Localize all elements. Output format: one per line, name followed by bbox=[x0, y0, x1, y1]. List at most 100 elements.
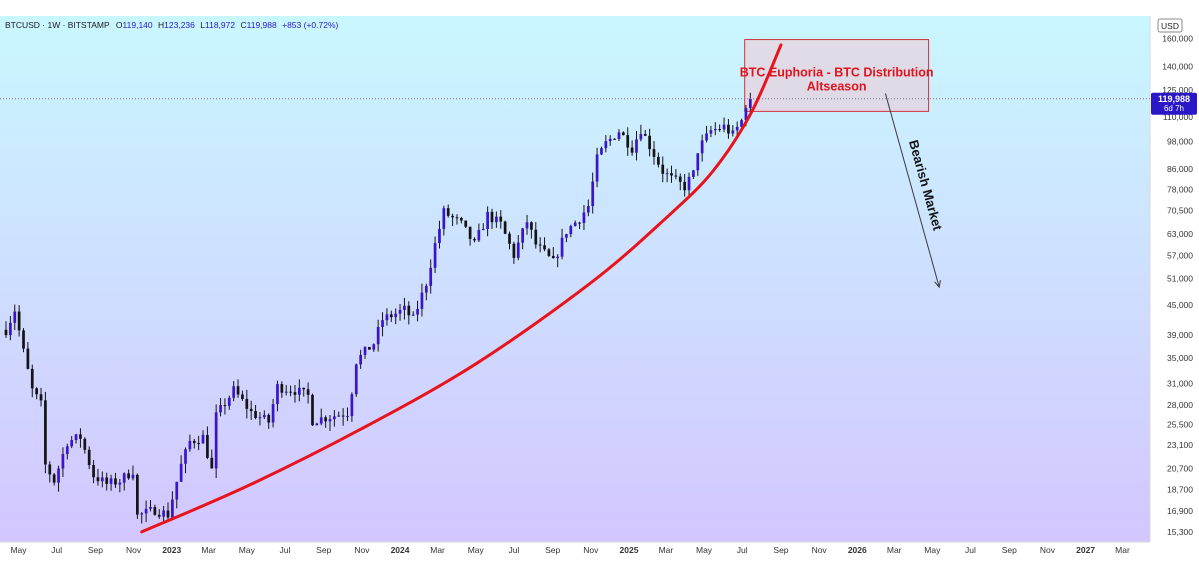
candle-body bbox=[9, 322, 12, 336]
candle-body bbox=[44, 400, 47, 465]
candle-body bbox=[398, 309, 402, 314]
candle-body bbox=[495, 216, 498, 223]
candle-body bbox=[613, 138, 616, 140]
price-axis[interactable]: 15,300 16,900 18,700 20,700 23,100 25,500 28,0… bbox=[1162, 33, 1193, 537]
y-tick-label: 140,000 bbox=[1162, 61, 1193, 71]
candle-body bbox=[144, 508, 148, 514]
candle-body bbox=[727, 124, 730, 134]
candle-body bbox=[442, 208, 446, 229]
candle-body bbox=[385, 314, 389, 321]
candle-body bbox=[48, 464, 52, 475]
candle-body bbox=[381, 320, 384, 328]
candle-body bbox=[30, 368, 34, 389]
high-value: 123,236 bbox=[164, 20, 195, 30]
x-tick-label: May bbox=[239, 545, 256, 555]
x-tick-label: Nov bbox=[354, 545, 370, 555]
annotation-box-group bbox=[744, 39, 930, 112]
candle-body bbox=[52, 474, 56, 483]
candle-body bbox=[13, 311, 17, 323]
candle-body bbox=[556, 256, 560, 259]
x-tick-label: Jul bbox=[737, 545, 748, 555]
candle-body bbox=[74, 434, 78, 441]
x-tick-label: Nov bbox=[126, 545, 142, 555]
candle-body bbox=[595, 154, 599, 182]
candle-body bbox=[748, 98, 752, 109]
candle-body bbox=[530, 222, 533, 230]
candle-body bbox=[389, 314, 393, 318]
candle-body bbox=[621, 132, 625, 136]
candle-body bbox=[438, 228, 441, 244]
y-tick-label: 20,700 bbox=[1167, 463, 1193, 473]
candle-body bbox=[188, 440, 192, 450]
candle-body bbox=[700, 140, 704, 154]
y-tick-label: 78,000 bbox=[1167, 184, 1193, 194]
candle-body bbox=[319, 417, 323, 424]
candle-body bbox=[429, 267, 433, 286]
candle-body bbox=[569, 226, 573, 235]
candle-body bbox=[420, 292, 424, 309]
candle-body bbox=[131, 474, 135, 479]
candle-body bbox=[591, 181, 595, 207]
y-tick-label: 31,000 bbox=[1167, 378, 1193, 388]
x-tick-label: Mar bbox=[1115, 545, 1130, 555]
candle-body bbox=[153, 507, 157, 515]
candle-body bbox=[293, 392, 297, 395]
candle-body bbox=[223, 405, 227, 407]
candle-body bbox=[315, 423, 319, 426]
candle-body bbox=[674, 175, 678, 177]
x-tick-label: Mar bbox=[887, 545, 902, 555]
x-tick-label: May bbox=[696, 545, 713, 555]
candle-body bbox=[197, 443, 201, 445]
y-tick-label: 18,700 bbox=[1167, 485, 1193, 495]
candle-body bbox=[648, 135, 651, 150]
candle-body bbox=[692, 170, 695, 177]
candle-body bbox=[713, 129, 717, 131]
currency-button-label: USD bbox=[1161, 21, 1179, 31]
candle-body bbox=[670, 173, 673, 176]
candle-body bbox=[416, 308, 419, 315]
candle-body bbox=[372, 344, 376, 350]
candle-body bbox=[254, 411, 257, 418]
candle-body bbox=[560, 237, 564, 257]
x-tick-label: Sep bbox=[545, 545, 560, 555]
candle-body bbox=[184, 449, 187, 464]
x-tick-label: 2027 bbox=[1076, 545, 1095, 555]
legend-bar: BTCUSD · 1W · BITSTAMP O119,140 H123,236… bbox=[5, 20, 339, 30]
candle-body bbox=[744, 108, 748, 121]
x-tick-label: May bbox=[468, 545, 485, 555]
candle-body bbox=[35, 388, 39, 395]
candle-body bbox=[451, 215, 454, 218]
x-tick-label: 2026 bbox=[848, 545, 867, 555]
candle-body bbox=[582, 212, 586, 224]
candle-body bbox=[508, 233, 511, 244]
candle-body bbox=[157, 514, 161, 517]
arrow-head bbox=[934, 280, 941, 289]
candle-body bbox=[503, 221, 507, 234]
candle-body bbox=[179, 463, 183, 482]
candle-body bbox=[573, 222, 577, 227]
candle-body bbox=[61, 454, 65, 469]
x-tick-label: May bbox=[10, 545, 27, 555]
annotation-box bbox=[744, 39, 930, 112]
arrow-shaft bbox=[884, 93, 940, 288]
open-value: 119,140 bbox=[123, 20, 153, 30]
candle-body bbox=[114, 478, 117, 485]
x-tick-label: 2024 bbox=[391, 545, 410, 555]
candle-body bbox=[324, 417, 327, 422]
candle-body bbox=[201, 434, 205, 444]
candle-body bbox=[403, 305, 406, 310]
currency-button[interactable] bbox=[1157, 18, 1183, 33]
high-label: H bbox=[158, 20, 164, 30]
time-axis[interactable]: May Jul Sep Nov 2023 Mar May Jul Sep Nov 2024 Mar Ma… bbox=[10, 545, 1129, 555]
close-label: C bbox=[240, 20, 246, 30]
candle-body bbox=[661, 164, 665, 174]
candle-body bbox=[512, 243, 516, 258]
x-tick-label: Jul bbox=[508, 545, 519, 555]
y-tick-label: 125,000 bbox=[1162, 85, 1193, 95]
candle-body bbox=[683, 181, 687, 191]
candle-body bbox=[271, 404, 275, 423]
candle-body bbox=[600, 148, 603, 155]
candle-body bbox=[210, 457, 214, 469]
x-tick-label: 2025 bbox=[620, 545, 639, 555]
